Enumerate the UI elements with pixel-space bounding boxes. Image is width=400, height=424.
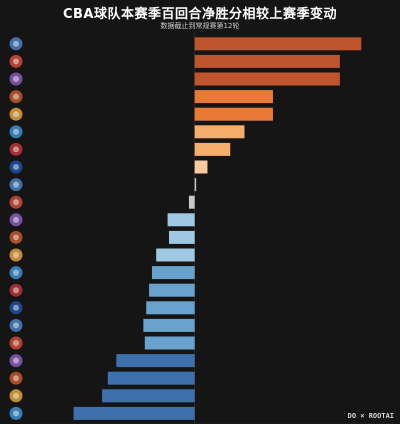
team-logo-inner [13,234,19,241]
bar [194,142,231,156]
team-logo-inner [13,375,19,382]
team-logo-inner [13,287,19,294]
team-logo-inner [13,111,19,118]
team-logo-inner [13,76,19,82]
team-logo-inner [13,392,19,399]
team-logo-inner [13,357,19,364]
team-logo-inner [13,322,19,329]
brand-logo: DO × ROOTAI [347,412,394,420]
bar [194,54,340,68]
bar [188,195,195,209]
team-logo-inner [13,40,19,47]
bar [194,107,273,121]
team-logo-inner [13,93,19,100]
bar [116,354,195,368]
bar [169,230,195,244]
bar [151,266,195,280]
bar [194,178,197,192]
team-logo-inner [13,128,19,135]
team-logo-inner [13,199,19,206]
bar [149,283,195,297]
team-logo-inner [13,410,19,417]
team-logo-inner [13,340,19,346]
bar [102,389,195,403]
bar [156,248,195,262]
bar [194,125,245,139]
chart-subtitle: 数据截止到常规赛第12轮 [160,22,240,30]
team-logo-inner [13,58,19,65]
bar [194,90,273,104]
chart-title: CBA球队本赛季百回合净胜分相较上赛季变动 [62,7,337,22]
team-logo-inner [13,304,19,311]
team-logo-inner [13,269,19,276]
bar [73,406,195,420]
bar [107,371,195,385]
bar [167,213,195,227]
bar [194,72,340,86]
team-logo-inner [13,216,19,223]
bar [194,37,362,51]
bar [143,318,195,332]
team-logo-inner [13,252,19,258]
bar [144,336,195,350]
bar [194,160,208,174]
bar [146,301,195,315]
team-logo-inner [13,146,19,153]
team-logo-inner [13,181,19,188]
team-logo-inner [13,164,19,170]
